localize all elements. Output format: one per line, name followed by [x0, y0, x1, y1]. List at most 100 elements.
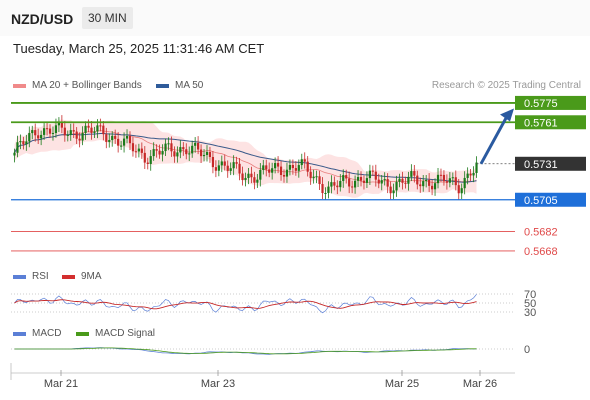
candle-body — [250, 173, 253, 178]
x-tick-label: Mar 21 — [44, 378, 78, 390]
candle-body — [353, 180, 357, 188]
candle-body — [16, 142, 19, 153]
candle-body — [288, 164, 292, 170]
candle-body — [430, 185, 434, 190]
candle-body — [179, 147, 182, 153]
timeframe-button[interactable]: 30 MIN — [82, 7, 133, 29]
credit-text: Research © 2025 Trading Central — [431, 80, 581, 91]
candle-body — [416, 175, 419, 185]
candle-body — [342, 175, 345, 181]
candle-body — [368, 170, 371, 179]
candle-body — [13, 152, 16, 156]
candle-body — [164, 143, 167, 152]
candle-body — [336, 185, 339, 188]
candle-body — [54, 125, 58, 133]
candle-body — [348, 178, 351, 187]
candle-body — [265, 165, 268, 170]
legend-rsi-ma: 9MA — [62, 271, 102, 282]
candle-body — [386, 179, 389, 187]
candle-body — [217, 165, 220, 171]
candle-body — [285, 169, 289, 177]
candle-body — [303, 159, 306, 162]
candle-body — [134, 151, 138, 153]
x-tick-label: Mar 23 — [201, 378, 235, 390]
candle-body — [199, 149, 203, 157]
candle-body — [78, 138, 81, 141]
candle-body — [87, 125, 90, 128]
candle-body — [185, 149, 188, 155]
candle-body — [454, 177, 457, 186]
resistance-label-1-bg — [515, 95, 586, 110]
candle-body — [152, 149, 155, 157]
candle-body — [131, 143, 135, 152]
candle-body — [90, 127, 93, 133]
candle-body — [191, 145, 194, 154]
candle-body — [407, 176, 410, 184]
candle-body — [345, 175, 348, 179]
candle-body — [451, 177, 454, 179]
legend-swatch-ma20 — [13, 83, 26, 88]
candle-body — [48, 128, 52, 134]
candle-body — [439, 174, 443, 176]
candle-body — [315, 176, 318, 178]
candle-body — [120, 145, 123, 147]
candle-body — [37, 135, 40, 139]
candle-body — [389, 186, 392, 194]
legend-swatch-rsi — [13, 274, 26, 279]
support-label-1: 0.5682 — [524, 227, 558, 239]
legend-swatch-rsi-ma — [62, 274, 75, 279]
candle-body — [469, 173, 472, 176]
candle-body — [99, 125, 102, 127]
candle-body — [188, 153, 191, 155]
candle-body — [143, 152, 146, 163]
candle-body — [436, 174, 440, 184]
candle-body — [149, 156, 152, 164]
legend-label-macd-signal: MACD Signal — [95, 328, 156, 339]
legend-swatch-ma50 — [156, 83, 169, 88]
candle-body — [102, 125, 105, 135]
x-tick-label: Mar 26 — [463, 378, 497, 390]
candle-body — [466, 173, 469, 178]
candle-body — [359, 177, 363, 181]
candle-body — [22, 141, 25, 145]
candle-body — [93, 131, 96, 133]
candle-body — [422, 181, 425, 187]
candle-body — [63, 127, 66, 136]
target-arrow — [479, 113, 510, 165]
rsi-ma-line — [14, 299, 477, 310]
candle-body — [324, 192, 327, 194]
candle-body — [448, 178, 451, 183]
candle-body — [75, 131, 78, 139]
candle-body — [25, 141, 28, 145]
candle-body — [291, 164, 294, 169]
candle-body — [42, 128, 46, 135]
candle-body — [365, 178, 369, 183]
candle-body — [108, 140, 111, 142]
symbol-label: NZD/USD — [11, 11, 74, 27]
candle-body — [235, 162, 238, 164]
candle-body — [413, 171, 416, 176]
candle-body — [262, 165, 265, 170]
chart-header: NZD/USD 30 MIN — [0, 0, 590, 36]
legend-label-ma-bb: MA 20 + Bollinger Bands — [32, 80, 142, 91]
candle-body — [72, 130, 75, 132]
candle-body — [182, 147, 185, 150]
candle-body — [128, 136, 132, 144]
candle-body — [140, 148, 143, 153]
candle-body — [312, 176, 315, 179]
rsi-level-label-30: 30 — [524, 307, 536, 319]
candle-body — [442, 174, 446, 182]
candle-body — [392, 190, 395, 194]
candle-body — [173, 151, 176, 157]
candle-body — [34, 130, 37, 136]
candle-body — [226, 165, 229, 171]
candle-body — [321, 184, 324, 194]
candle-body — [356, 177, 360, 181]
candle-body — [122, 138, 126, 146]
macd-level-label-0: 0 — [524, 344, 530, 356]
candle-body — [197, 142, 200, 150]
candle-body — [445, 181, 449, 183]
candle-body — [377, 179, 380, 184]
candle-body — [306, 161, 309, 172]
